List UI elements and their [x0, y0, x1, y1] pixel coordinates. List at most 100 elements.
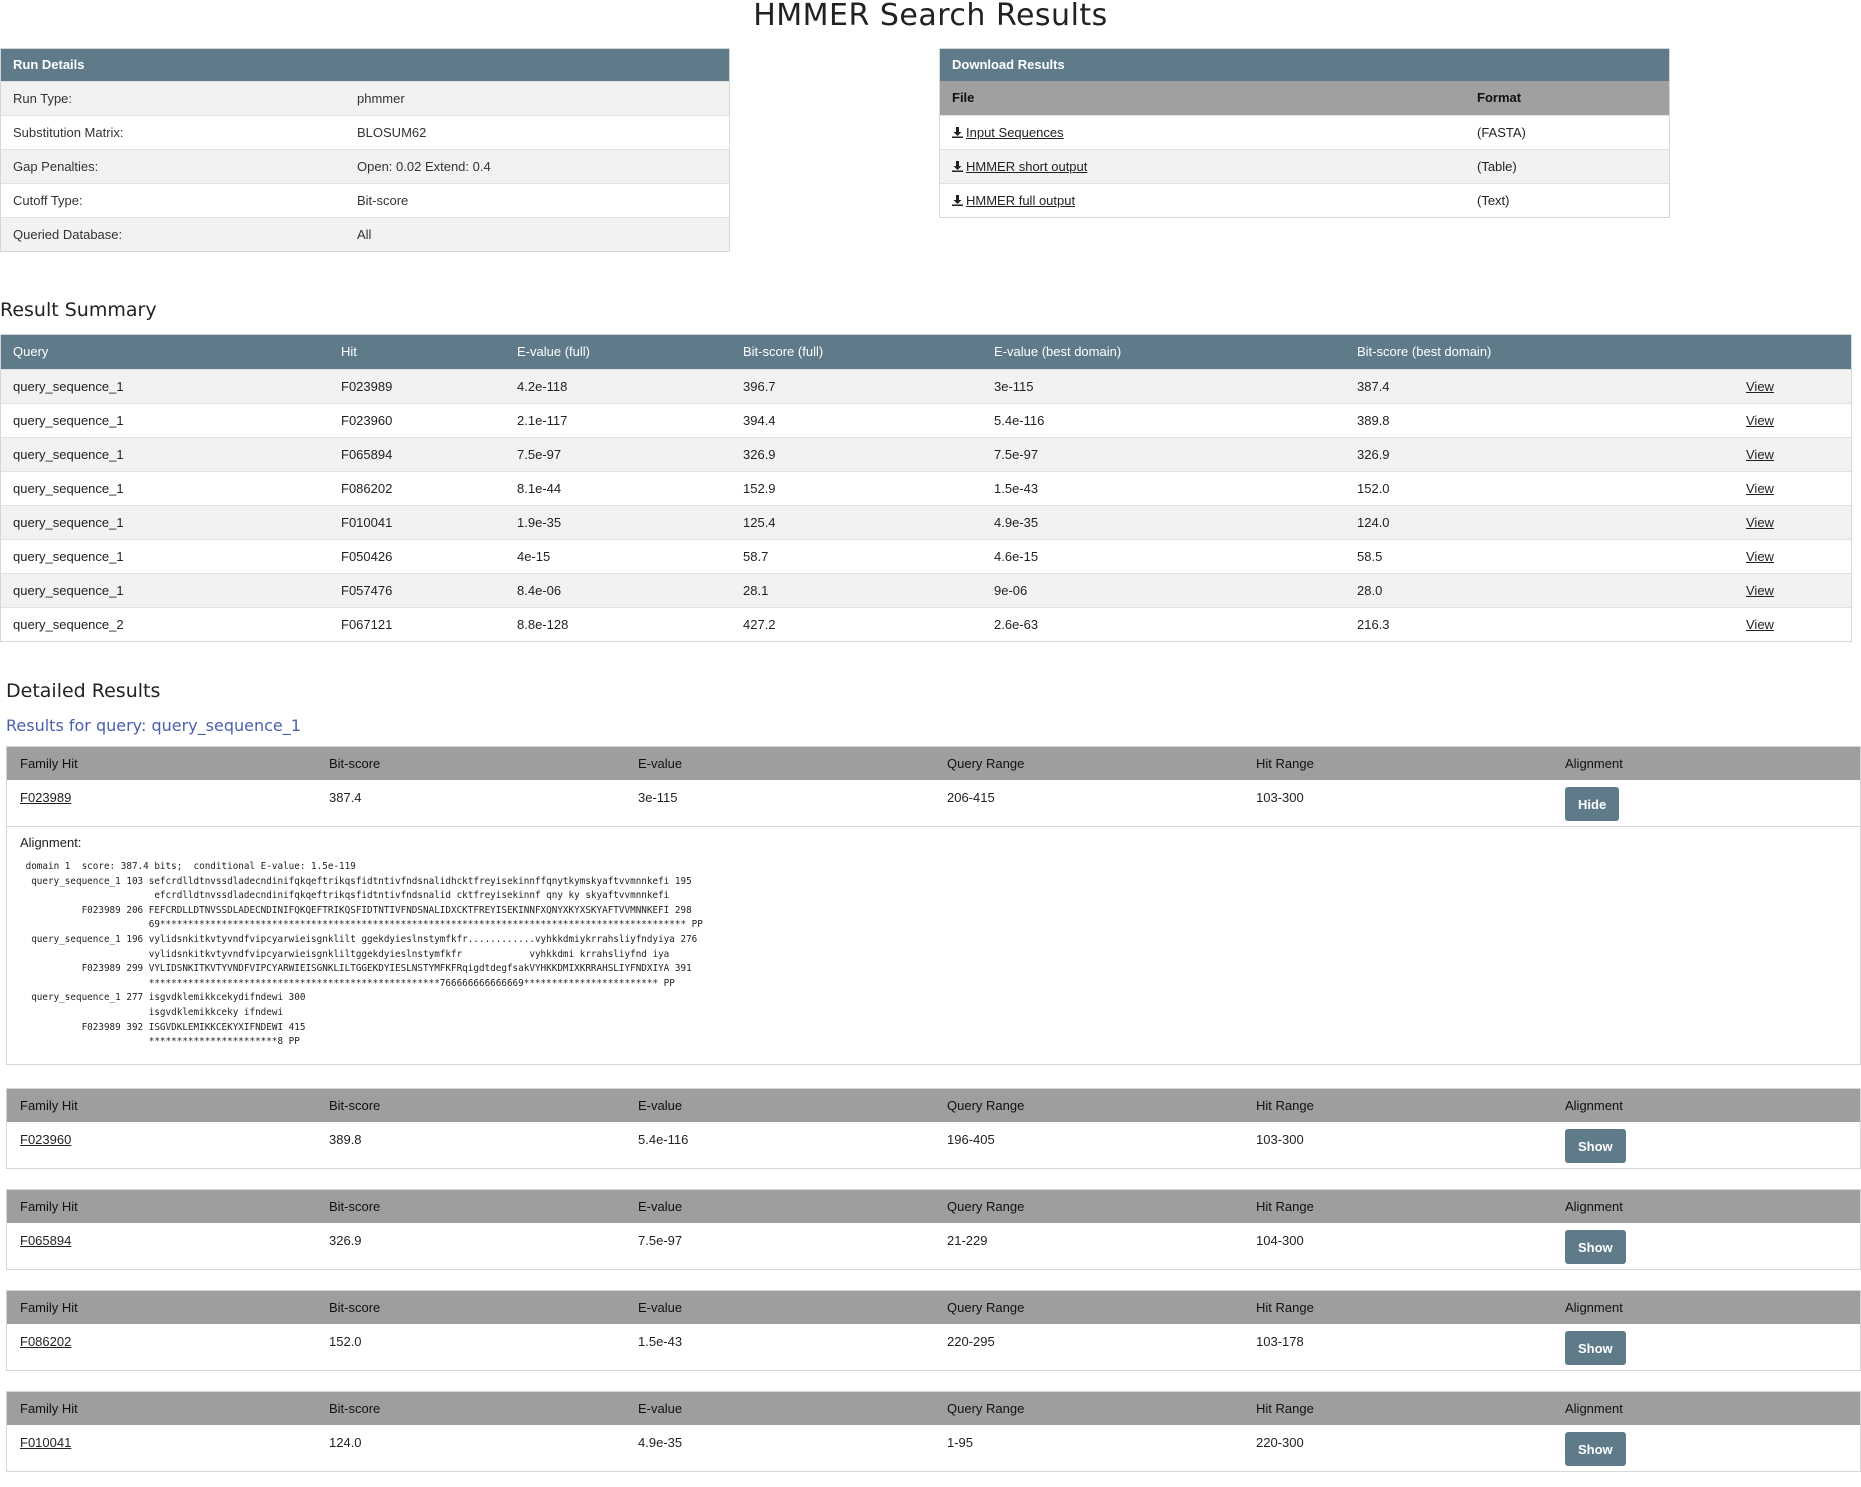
family-hit-cell: F010041: [20, 1435, 329, 1450]
summary-view-cell: View: [1746, 370, 1846, 403]
family-hit-column-header: Family Hit: [20, 756, 78, 771]
view-link[interactable]: View: [1746, 583, 1774, 598]
summary-view-cell: View: [1746, 506, 1846, 539]
family-hit-cell: F065894: [20, 1233, 329, 1248]
show-alignment-button[interactable]: Show: [1565, 1230, 1626, 1264]
summary-view-cell: View: [1746, 472, 1846, 505]
query-range-column-header: Query Range: [947, 1300, 1025, 1315]
run-detail-value: BLOSUM62: [357, 125, 427, 140]
summary-table-row: query_sequence_1 F065894 7.5e-97 326.9 7.5e-…: [1, 437, 1851, 471]
summary-hit-cell: F065894: [341, 447, 393, 462]
summary-evalue-best-cell: 7.5e-97: [994, 447, 1039, 462]
run-detail-key: Cutoff Type:: [13, 193, 83, 208]
summary-evalue-full-cell: 4.2e-118: [517, 379, 568, 394]
download-format-cell: (FASTA): [1477, 125, 1526, 140]
query-range-cell: 196-405: [947, 1132, 995, 1147]
summary-evalue-full-cell: 1.9e-35: [517, 515, 562, 530]
summary-evalue-best-cell: 4.9e-35: [994, 515, 1039, 530]
summary-bitscore-full-cell: 396.7: [743, 379, 776, 394]
download-link[interactable]: HMMER full output: [952, 193, 1075, 208]
summary-evalue-best-cell: 2.6e-63: [994, 617, 1039, 632]
page-title: HMMER Search Results: [753, 0, 1108, 33]
bitscore-column-header: Bit-score: [329, 1199, 381, 1214]
download-link[interactable]: HMMER short output: [952, 159, 1087, 174]
view-link[interactable]: View: [1746, 515, 1774, 530]
bitscore-column-header: Bit-score: [329, 756, 381, 771]
alignment-column-header: Alignment: [1565, 1098, 1623, 1113]
hit-range-column-header: Hit Range: [1256, 1300, 1314, 1315]
alignment-cell: Show: [1565, 1230, 1765, 1264]
view-link[interactable]: View: [1746, 447, 1774, 462]
query-range-cell: 220-295: [947, 1334, 995, 1349]
hit-range-cell: 103-300: [1256, 790, 1304, 805]
run-detail-key: Queried Database:: [13, 227, 123, 242]
summary-bitscore-full-cell: 394.4: [743, 413, 776, 428]
view-link[interactable]: View: [1746, 413, 1774, 428]
summary-bitscore-full-cell: 326.9: [743, 447, 776, 462]
run-details-heading: Run Details: [1, 49, 729, 81]
show-alignment-button[interactable]: Show: [1565, 1432, 1626, 1466]
summary-table-row: query_sequence_1 F086202 8.1e-44 152.9 1.5e-…: [1, 471, 1851, 505]
download-row: HMMER short output (Table): [940, 149, 1669, 183]
download-file-cell: HMMER full output: [952, 184, 1477, 217]
family-hit-cell: F023989: [20, 790, 329, 805]
hit-range-column-header: Hit Range: [1256, 1401, 1314, 1416]
show-alignment-button[interactable]: Show: [1565, 1331, 1626, 1365]
summary-hit-cell: F023960: [341, 413, 393, 428]
family-hit-row: F023989 387.4 3e-115 206-415 103-300 Hide: [7, 780, 1860, 826]
alignment-cell: Hide: [1565, 787, 1765, 821]
alignment-column-header: Alignment: [1565, 756, 1623, 771]
family-hit-link[interactable]: F023960: [20, 1132, 72, 1147]
hit-column-header: Hit: [341, 344, 357, 359]
summary-bitscore-best-cell: 152.0: [1357, 481, 1390, 496]
bitscore-cell: 387.4: [329, 790, 362, 805]
bitscore-full-column-header: Bit-score (full): [743, 344, 824, 359]
summary-evalue-full-cell: 2.1e-117: [517, 413, 568, 428]
summary-view-cell: View: [1746, 540, 1846, 573]
hide-alignment-button[interactable]: Hide: [1565, 787, 1620, 821]
view-link[interactable]: View: [1746, 481, 1774, 496]
bitscore-column-header: Bit-score: [329, 1401, 381, 1416]
download-format-cell: (Text): [1477, 193, 1510, 208]
bitscore-best-domain-column-header: Bit-score (best domain): [1357, 344, 1492, 359]
summary-table-row: query_sequence_2 F067121 8.8e-128 427.2 2.6e…: [1, 607, 1851, 641]
view-link[interactable]: View: [1746, 379, 1774, 394]
family-hit-link[interactable]: F023989: [20, 790, 72, 805]
summary-bitscore-best-cell: 28.0: [1357, 583, 1383, 598]
view-link[interactable]: View: [1746, 549, 1774, 564]
alignment-cell: Show: [1565, 1432, 1765, 1466]
alignment-column-header: Alignment: [1565, 1300, 1623, 1315]
summary-evalue-full-cell: 7.5e-97: [517, 447, 562, 462]
download-link[interactable]: Input Sequences: [952, 125, 1064, 140]
family-hit-row: F023960 389.8 5.4e-116 196-405 103-300 Show: [7, 1122, 1860, 1168]
family-hit-row: F065894 326.9 7.5e-97 21-229 104-300 Show: [7, 1223, 1860, 1269]
family-hit-block: Family Hit Bit-score E-value Query Range Hit…: [6, 1290, 1861, 1371]
family-hit-link[interactable]: F065894: [20, 1233, 72, 1248]
family-hit-block: Family Hit Bit-score E-value Query Range Hit…: [6, 746, 1861, 1065]
alignment-text: domain 1 score: 387.4 bits; conditional …: [25, 861, 703, 1048]
hit-range-column-header: Hit Range: [1256, 1098, 1314, 1113]
alignment-label: Alignment:: [20, 835, 82, 850]
summary-query-cell: query_sequence_2: [13, 617, 124, 632]
evalue-cell: 7.5e-97: [638, 1233, 683, 1248]
download-link-label: Input Sequences: [966, 125, 1064, 140]
download-format-cell: (Table): [1477, 159, 1517, 174]
evalue-cell: 4.9e-35: [638, 1435, 683, 1450]
summary-query-cell: query_sequence_1: [13, 583, 124, 598]
show-alignment-button[interactable]: Show: [1565, 1129, 1626, 1163]
family-hit-link[interactable]: F086202: [20, 1334, 72, 1349]
query-range-column-header: Query Range: [947, 756, 1025, 771]
family-hit-link[interactable]: F010041: [20, 1435, 72, 1450]
bitscore-column-header: Bit-score: [329, 1098, 381, 1113]
download-icon: [952, 185, 963, 206]
run-detail-key: Substitution Matrix:: [13, 125, 124, 140]
family-hit-column-header: Family Hit: [20, 1199, 78, 1214]
view-link[interactable]: View: [1746, 617, 1774, 632]
run-detail-value: Bit-score: [357, 193, 409, 208]
evalue-column-header: E-value: [638, 1300, 683, 1315]
bitscore-cell: 326.9: [329, 1233, 362, 1248]
summary-bitscore-full-cell: 58.7: [743, 549, 769, 564]
run-detail-value: Open: 0.02 Extend: 0.4: [357, 159, 491, 174]
family-hit-row: F086202 152.0 1.5e-43 220-295 103-178 Show: [7, 1324, 1860, 1370]
query-range-column-header: Query Range: [947, 1199, 1025, 1214]
